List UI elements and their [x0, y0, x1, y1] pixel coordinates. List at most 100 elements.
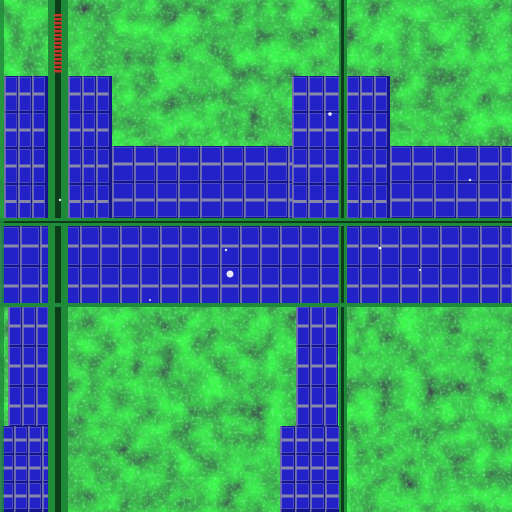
metal-strap [325, 404, 337, 408]
metal-strap [97, 200, 109, 203]
pad [54, 46, 62, 49]
metal-strap [1, 494, 13, 498]
column-line [500, 226, 502, 306]
metal-strap [19, 164, 31, 168]
column-line [8, 306, 10, 426]
metal-strap [309, 128, 323, 132]
column-line [288, 146, 290, 218]
metal-strap [43, 494, 52, 498]
metal-strap [141, 244, 159, 248]
column-line [280, 426, 282, 512]
metal-strap [309, 92, 323, 96]
metal-strap [69, 92, 81, 96]
metal-strap [441, 244, 459, 248]
column-line [260, 226, 262, 306]
metal-strap [501, 244, 512, 248]
metal-strap [9, 364, 21, 368]
metal-strap [69, 128, 81, 132]
bus-core [55, 0, 61, 512]
metal-strap [245, 162, 265, 166]
column-line [240, 226, 242, 306]
metal-strap [261, 284, 279, 288]
column-line [360, 76, 362, 218]
metal-strap [161, 244, 179, 248]
metal-strap [97, 92, 109, 96]
metal-strap [267, 162, 287, 166]
column-line [456, 146, 458, 218]
metal-strap [347, 200, 359, 203]
metal-strap [223, 162, 243, 166]
column-line [480, 226, 482, 306]
column-line [374, 76, 376, 218]
metal-strap [221, 284, 239, 288]
metal-strap [501, 284, 512, 288]
metal-strap [113, 198, 133, 202]
metal-strap [33, 200, 45, 203]
column-line [300, 226, 302, 306]
metal-strap [435, 198, 455, 202]
column-line [4, 76, 6, 218]
metal-strap [21, 284, 39, 288]
metal-strap [135, 198, 155, 202]
metal-strap [61, 284, 79, 288]
column-line [40, 226, 42, 306]
metal-strap [29, 494, 41, 498]
column-line [266, 146, 268, 218]
metal-strap [347, 92, 359, 96]
metal-strap [33, 92, 45, 96]
metal-strap [281, 284, 299, 288]
column-line [324, 76, 326, 218]
edge-strip [0, 0, 4, 512]
pad [54, 30, 62, 33]
column-line [68, 76, 70, 218]
metal-strap [15, 466, 27, 470]
column-line [178, 146, 180, 218]
pad [54, 54, 62, 57]
metal-strap [341, 284, 359, 288]
column-line [200, 226, 202, 306]
metal-strap [321, 244, 339, 248]
metal-strap [19, 128, 31, 132]
column-line [180, 226, 182, 306]
column-line [420, 226, 422, 306]
metal-strap [481, 244, 499, 248]
particle [226, 270, 234, 278]
metal-strap [435, 162, 455, 166]
column-line [14, 426, 16, 512]
column-line [28, 426, 30, 512]
metal-strap [361, 284, 379, 288]
column-line [434, 146, 436, 218]
metal-strap [347, 128, 359, 132]
metal-strap [5, 92, 17, 96]
metal-strap [121, 284, 139, 288]
metal-strap [375, 92, 387, 96]
metal-strap [23, 324, 35, 328]
metal-strap [241, 284, 259, 288]
metal-strap [29, 466, 41, 470]
metal-strap [179, 162, 199, 166]
column-line [295, 426, 297, 512]
metal-strap [301, 244, 319, 248]
metal-strap [361, 128, 373, 132]
metal-strap [361, 200, 373, 203]
column-line [400, 226, 402, 306]
particle [224, 248, 228, 252]
metal-strap [391, 162, 411, 166]
metal-strap [261, 244, 279, 248]
metal-strap [37, 364, 48, 368]
column-line [220, 226, 222, 306]
metal-strap [69, 200, 81, 203]
metal-strap [326, 438, 339, 442]
metal-strap [457, 198, 477, 202]
column-line [222, 146, 224, 218]
metal-strap [1, 438, 13, 442]
metal-strap [293, 164, 307, 168]
metal-strap [29, 438, 41, 442]
metal-strap [297, 404, 309, 408]
metal-strap [15, 438, 27, 442]
metal-strap [321, 284, 339, 288]
pad [54, 62, 62, 65]
metal-strap [61, 244, 79, 248]
metal-strap [479, 198, 499, 202]
pad [54, 58, 62, 61]
